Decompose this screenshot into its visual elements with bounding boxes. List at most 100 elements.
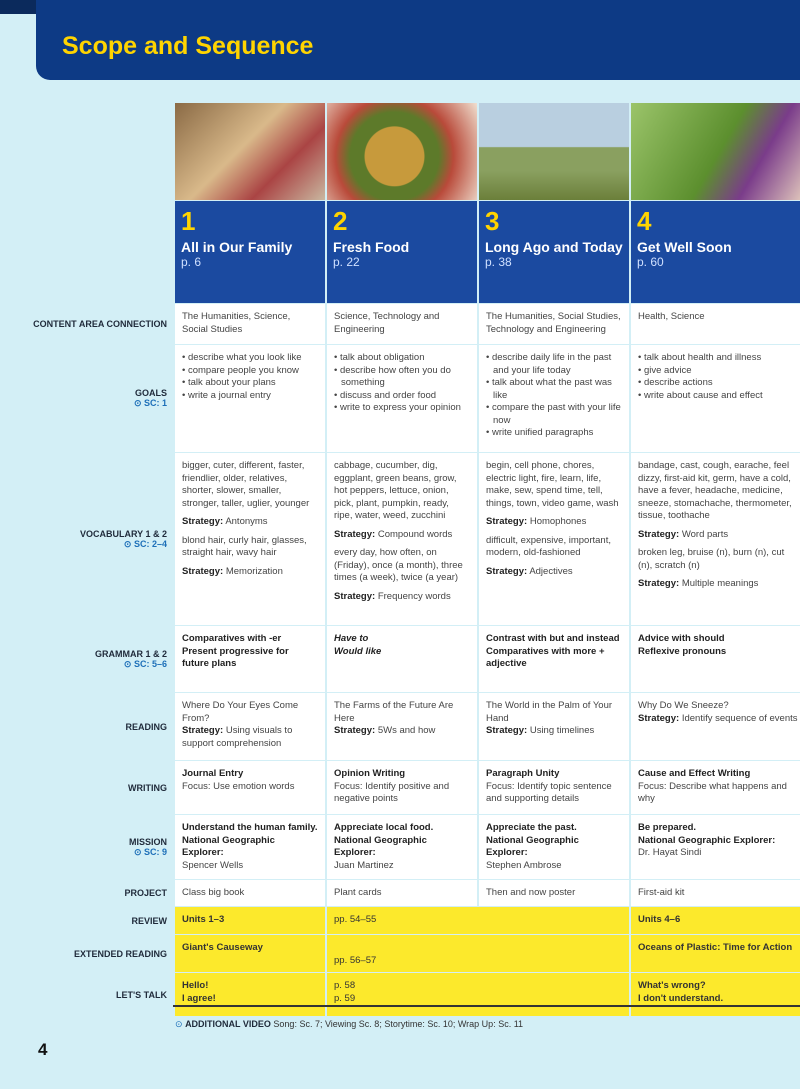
unit-header: 4 Get Well Soon p. 60 [631, 201, 800, 303]
goals-list: describe what you look likecompare peopl… [182, 352, 318, 402]
page-number: 4 [38, 1040, 48, 1059]
reading-strategy: Strategy: 5Ws and how [334, 725, 470, 738]
grammar-item: Comparatives with -er [182, 633, 282, 644]
review-pages: pp. 54–55 [327, 907, 629, 934]
row-label-text: VOCABULARY 1 & 2 [79, 528, 167, 539]
review-units-b: Units 4–6 [631, 907, 800, 934]
writing-focus: Focus: Identify positive and negative po… [334, 780, 450, 805]
strategy-label: Strategy: [182, 565, 224, 577]
goals-cell: talk about health and illnessgive advice… [631, 345, 800, 452]
unit-photo [631, 103, 800, 200]
strategy-label: Strategy: [486, 516, 528, 527]
grammar-item: Have to [334, 633, 369, 644]
row-label-text: WRITING [128, 782, 167, 793]
row-label-review: REVIEW [0, 907, 173, 934]
strategy-label: Strategy: [486, 565, 528, 577]
footer-text: Song: Sc. 7; Viewing Sc. 8; Storytime: S… [273, 1019, 524, 1029]
review-units-a: Units 1–3 [175, 907, 325, 934]
unit-title: All in Our Family [181, 239, 293, 255]
vocab-list: every day, how often, on (Friday), once … [334, 547, 463, 583]
strategy-value: Memorization [225, 565, 283, 577]
grammar-item: Advice with should [638, 633, 725, 644]
goal-item: give advice [638, 365, 800, 378]
extended-pages: pp. 56–57 [327, 935, 629, 972]
vocab-list: difficult, expensive, important, modern,… [486, 534, 611, 559]
row-label-vocab: VOCABULARY 1 & 2 ⊙ SC: 2–4 [0, 453, 173, 625]
project-cell: Then and now poster [479, 880, 629, 906]
unit-number: 3 [485, 206, 500, 236]
unit-header: 2 Fresh Food p. 22 [327, 201, 477, 303]
goal-item: describe daily life in the past and your… [486, 352, 622, 377]
play-icon: ⊙ [133, 846, 144, 857]
grammar-item: Present progressive for future plans [182, 645, 289, 670]
sc-reference: ⊙ SC: 9 [134, 847, 167, 858]
vocabulary-cell: cabbage, cucumber, dig, eggplant, green … [327, 453, 477, 625]
row-label-goals: GOALS ⊙ SC: 1 [0, 345, 173, 452]
extended-a: Giant's Causeway [175, 935, 325, 972]
reading-cell: The Farms of the Future Are Here Strategy… [327, 693, 477, 760]
vocab-list: cabbage, cucumber, dig, eggplant, green … [334, 460, 457, 521]
sc-text: SC: 9 [143, 846, 167, 857]
vocab-strategy: Strategy: Memorization [182, 566, 318, 579]
project-cell: Plant cards [327, 880, 477, 906]
goals-list: talk about health and illnessgive advice… [638, 352, 800, 402]
grammar-cell: Contrast with but and instead Comparative… [479, 626, 629, 692]
sc-reference: ⊙ SC: 5–6 [124, 659, 167, 670]
row-label-reading: READING [0, 693, 173, 760]
vocab-strategy: Strategy: Frequency words [334, 591, 470, 604]
play-icon: ⊙ [123, 658, 134, 669]
content-cell: Science, Technology and Engineering [327, 304, 477, 344]
goals-list: talk about obligationdescribe how often … [334, 352, 470, 415]
vocabulary-cell: bigger, cuter, different, faster, friend… [175, 453, 325, 625]
explorer-name: Stephen Ambrose [486, 859, 562, 871]
title-tab: Scope and Sequence [36, 0, 800, 80]
grammar-cell: Have to Would like [327, 626, 477, 692]
project-cell: Class big book [175, 880, 325, 906]
vocabulary-cell: bandage, cast, cough, earache, feel dizz… [631, 453, 800, 625]
mission-title: Be prepared. [638, 822, 697, 833]
writing-title: Cause and Effect Writing [638, 768, 751, 779]
play-icon: ⊙ [175, 1019, 183, 1029]
strategy-value: Using timelines [529, 725, 595, 736]
writing-focus: Focus: Identify topic sentence and suppo… [486, 780, 612, 805]
unit-page: p. 22 [333, 255, 360, 269]
strategy-value: Antonyms [225, 516, 268, 527]
reading-strategy: Strategy: Using timelines [486, 725, 622, 738]
unit-title: Fresh Food [333, 239, 410, 255]
talk-b-line1: What's wrong? [638, 980, 706, 991]
goal-item: write about cause and effect [638, 390, 800, 403]
vocab-strategy: Strategy: Word parts [638, 529, 800, 542]
row-label-text: REVIEW [131, 915, 167, 926]
strategy-label: Strategy: [638, 578, 680, 589]
grammar-item: Reflexive pronouns [638, 645, 727, 657]
row-label-text: LET'S TALK [116, 989, 167, 1000]
unit-title: Long Ago and Today [485, 239, 623, 255]
vocab-strategy: Strategy: Antonyms [182, 516, 318, 529]
talk-pages-line1: p. 58 [334, 980, 356, 991]
explorer-label: National Geographic Explorer: [334, 834, 427, 859]
sc-text: SC: 5–6 [133, 658, 167, 669]
row-label-project: PROJECT [0, 880, 173, 906]
talk-a-line2: I agree! [182, 992, 216, 1004]
talk-pages-line2: p. 59 [334, 992, 356, 1004]
goal-item: describe what you look like [182, 352, 318, 365]
reading-cell: Where Do Your Eyes Come From? Strategy: U… [175, 693, 325, 760]
strategy-label: Strategy: [182, 516, 224, 527]
strategy-label: Strategy: [334, 590, 376, 602]
reading-cell: Why Do We Sneeze? Strategy: Identify sequ… [631, 693, 800, 760]
goal-item: compare people you know [182, 365, 318, 378]
goal-item: describe how often you do something [334, 365, 470, 390]
talk-a-line1: Hello! [182, 980, 209, 991]
sc-text: SC: 1 [143, 398, 167, 408]
strategy-label: Strategy: [638, 712, 680, 724]
strategy-value: Adjectives [529, 565, 573, 577]
unit-photo [479, 103, 629, 200]
row-label-writing: WRITING [0, 761, 173, 814]
strategy-value: Multiple meanings [681, 578, 759, 589]
strategy-label: Strategy: [334, 725, 376, 736]
strategy-value: 5Ws and how [377, 725, 436, 736]
explorer-name: Dr. Hayat Sindi [638, 847, 702, 858]
unit-page: p. 6 [181, 255, 202, 269]
row-label-grammar: GRAMMAR 1 & 2 ⊙ SC: 5–6 [0, 626, 173, 692]
goal-item: write unified paragraphs [486, 427, 622, 440]
